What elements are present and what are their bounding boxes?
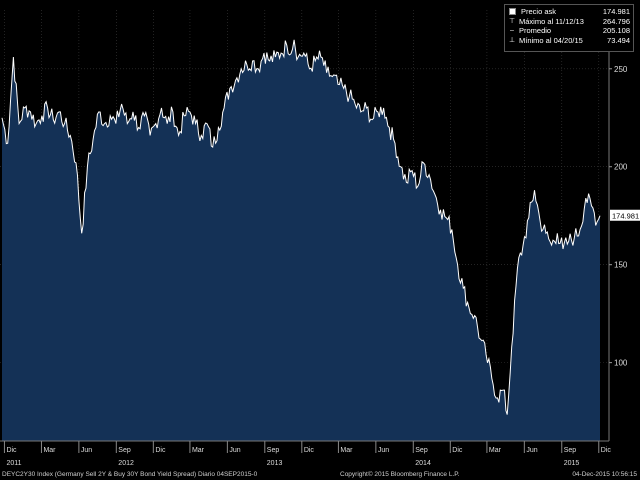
legend-label: Promedio xyxy=(519,26,552,35)
x-tick-label: Dic xyxy=(155,447,166,454)
x-year-label: 2014 xyxy=(415,460,431,467)
y-tick-label: 150 xyxy=(614,261,628,270)
min-marker-icon: ⊥ xyxy=(508,36,516,44)
legend: Precio ask 174.981 ⊤ Máximo al 11/12/13 2… xyxy=(504,4,634,52)
y-tick-label: 100 xyxy=(614,359,628,368)
box-icon xyxy=(509,8,516,16)
legend-label: Máximo al 11/12/13 xyxy=(519,16,584,26)
legend-value: 264.796 xyxy=(602,16,630,26)
x-tick-label: Jun xyxy=(378,447,389,454)
grid-lines xyxy=(0,10,609,441)
footer-ticker-description: DEYC2Y30 Index (Germany Sell 2Y & Buy 30… xyxy=(2,471,258,478)
x-axis-ticks: Dic 2011 Mar Jun Sep 2012 Dic Mar Jun Sep 2013 Dic M… xyxy=(3,441,612,467)
x-tick-label: Dic xyxy=(304,447,315,454)
y-axis-ticks: 100 150 200 250 xyxy=(609,65,628,368)
legend-row-min: ⊥ Mínimo al 04/20/15 73.494 xyxy=(508,36,630,46)
footer-copyright: Copyright© 2015 Bloomberg Finance L.P. xyxy=(340,471,460,478)
x-tick-label: Dic xyxy=(601,447,612,454)
last-value-box xyxy=(610,209,640,221)
x-tick-label: Mar xyxy=(43,447,56,454)
series-area xyxy=(2,39,600,442)
max-marker-icon: ⊤ xyxy=(508,17,516,25)
legend-value: 205.108 xyxy=(602,26,630,35)
x-year-label: 2013 xyxy=(267,460,283,467)
legend-row-max: ⊤ Máximo al 11/12/13 264.796 xyxy=(508,17,630,27)
x-tick-label: Dic xyxy=(6,447,17,454)
x-tick-label: Sep xyxy=(118,447,131,454)
legend-row-avg: – Promedio 205.108 xyxy=(508,26,630,36)
x-tick-label: Sep xyxy=(415,447,428,454)
footer: DEYC2Y30 Index (Germany Sell 2Y & Buy 30… xyxy=(0,470,640,480)
x-tick-label: Sep xyxy=(564,447,577,454)
x-year-label: 2011 xyxy=(6,460,21,467)
x-year-label: 2012 xyxy=(118,460,134,467)
legend-row-price: Precio ask 174.981 xyxy=(508,7,630,17)
x-tick-label: Mar xyxy=(192,447,205,454)
x-tick-label: Dic xyxy=(452,447,463,454)
y-tick-label: 250 xyxy=(614,65,628,74)
x-tick-label: Mar xyxy=(489,447,502,454)
x-tick-label: Jun xyxy=(526,447,537,454)
x-year-label: 2015 xyxy=(564,460,580,467)
legend-label: Mínimo al 04/20/15 xyxy=(519,35,583,45)
x-tick-label: Jun xyxy=(81,447,92,454)
legend-value: 174.981 xyxy=(602,7,630,16)
y-tick-label: 200 xyxy=(614,163,628,172)
legend-value: 73.494 xyxy=(607,35,630,45)
x-tick-label: Sep xyxy=(267,447,280,454)
series-line xyxy=(1,39,601,415)
x-tick-label: Mar xyxy=(340,447,353,454)
footer-timestamp: 04-Dec-2015 10:56:15 xyxy=(572,471,637,478)
legend-label: Precio ask xyxy=(521,7,557,16)
x-tick-label: Jun xyxy=(229,447,240,454)
last-value-marker: 174.981 xyxy=(610,209,640,221)
last-value-label: 174.981 xyxy=(612,212,639,221)
avg-marker-icon: – xyxy=(510,27,514,34)
